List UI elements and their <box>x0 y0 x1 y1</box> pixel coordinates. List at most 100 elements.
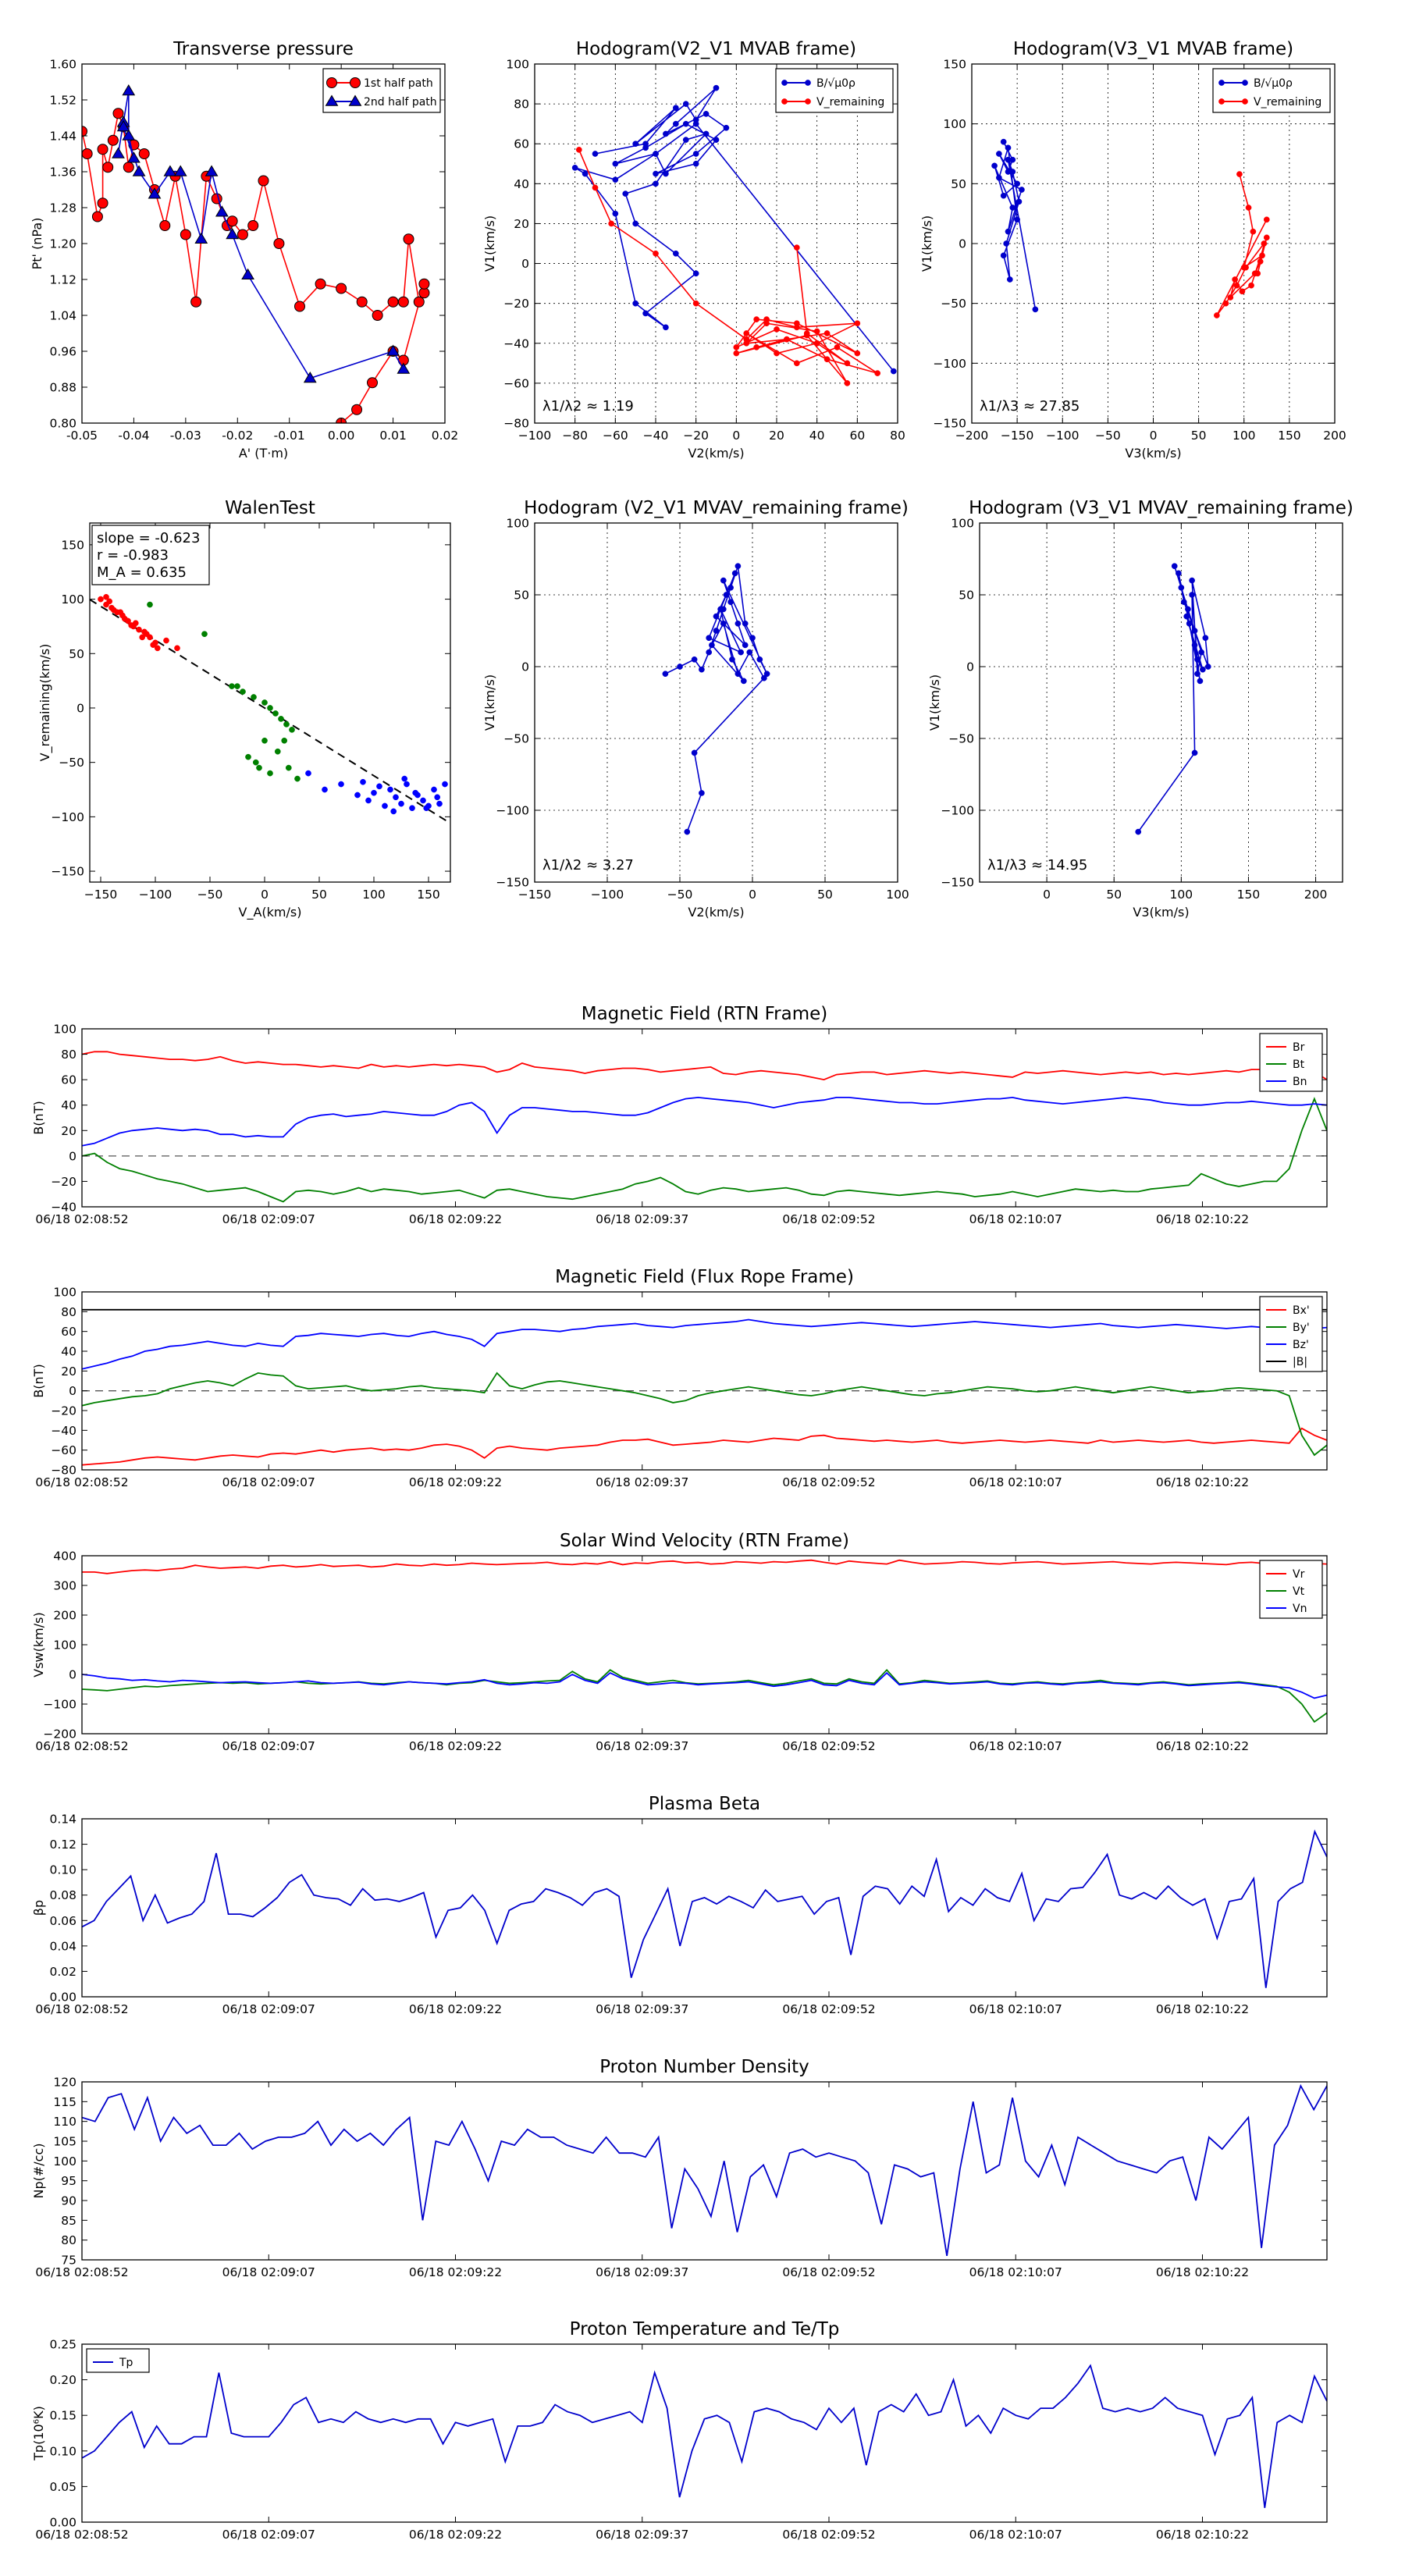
y-tick-label: 85 <box>61 2214 76 2228</box>
x-tick-label: −60 <box>603 429 628 443</box>
data-point <box>98 596 104 603</box>
x-tick-label: 06/18 02:09:07 <box>222 1475 315 1489</box>
y-tick-label: 0.80 <box>49 417 76 431</box>
data-point <box>107 134 119 146</box>
x-tick-label: 06/18 02:09:07 <box>222 1212 315 1226</box>
data-point <box>1214 312 1220 318</box>
data-point <box>1243 264 1249 271</box>
x-tick-label: −50 <box>1095 429 1121 443</box>
data-point <box>397 296 409 308</box>
series-walen-2 <box>305 770 448 815</box>
data-point <box>1191 628 1198 634</box>
data-point <box>423 805 430 812</box>
data-point <box>97 144 108 155</box>
data-point <box>653 170 659 177</box>
x-tick-label: 06/18 02:09:52 <box>782 2528 875 2542</box>
chart-title: Proton Temperature and Te/Tp <box>570 2319 840 2339</box>
y-tick-label: 90 <box>61 2194 76 2208</box>
data-point <box>136 626 142 633</box>
data-point <box>261 699 268 706</box>
data-point <box>738 649 744 656</box>
data-point <box>240 688 246 695</box>
data-point <box>740 678 747 685</box>
data-point <box>273 238 285 249</box>
x-tick-label: 06/18 02:09:07 <box>222 2002 315 2016</box>
x-tick-label: 06/18 02:08:52 <box>35 2002 128 2016</box>
data-point <box>632 220 639 227</box>
data-point <box>823 356 831 363</box>
legend-label: Bn <box>1293 1076 1307 1088</box>
y-tick-label: 150 <box>61 538 84 552</box>
data-point <box>713 613 720 620</box>
data-point <box>376 783 382 790</box>
x-axis-label: V_A(km/s) <box>239 905 302 920</box>
y-tick-label: −50 <box>59 756 84 770</box>
data-point <box>123 162 134 173</box>
y-tick-label: −100 <box>941 804 974 818</box>
data-point <box>662 671 669 678</box>
data-point <box>148 187 162 199</box>
y-tick-label: 100 <box>61 592 84 607</box>
data-point <box>338 781 344 788</box>
y-tick-label: 100 <box>506 58 529 72</box>
legend-label: V_remaining <box>816 96 884 109</box>
data-point <box>1171 563 1178 570</box>
data-point <box>727 584 734 591</box>
y-axis-label: V1(km/s) <box>927 674 942 731</box>
data-point <box>763 320 770 327</box>
x-axis-label: V2(km/s) <box>688 905 744 920</box>
y-tick-label: −150 <box>496 876 529 890</box>
y-tick-label: −50 <box>941 297 966 311</box>
legend-marker <box>1242 98 1248 105</box>
data-point <box>612 176 619 183</box>
x-tick-label: −20 <box>683 429 709 443</box>
legend: 1st half path 2nd half path <box>322 68 441 113</box>
data-point <box>642 310 649 317</box>
data-point <box>622 190 629 197</box>
x-tick-label: 200 <box>1323 429 1346 443</box>
data-point <box>420 797 426 804</box>
series-bfield_rtn-1 <box>82 1097 1327 1203</box>
y-tick-label: 1.52 <box>49 94 76 108</box>
data-point <box>413 296 425 308</box>
series-h3-0 <box>662 563 770 835</box>
data-point <box>991 162 998 169</box>
legend-box <box>1259 1560 1323 1619</box>
y-axis-label: Vsw(km/s) <box>31 1612 46 1677</box>
x-tick-label: −100 <box>139 888 173 902</box>
plot-area <box>82 1556 1327 1734</box>
data-point <box>1222 300 1229 307</box>
legend-marker <box>326 77 337 88</box>
data-point <box>1263 216 1270 223</box>
y-tick-label: 100 <box>506 517 529 531</box>
y-tick-label: 0 <box>521 660 529 674</box>
y-axis-label: V1(km/s) <box>482 674 497 731</box>
data-point <box>289 726 295 733</box>
y-tick-label: 100 <box>53 1286 76 1300</box>
data-point <box>409 805 415 812</box>
y-tick-label: 1.60 <box>49 58 76 72</box>
data-point <box>1191 642 1198 649</box>
data-point <box>272 710 279 717</box>
data-point <box>174 645 180 652</box>
axes-frame <box>81 1818 1328 1998</box>
legend-box <box>775 68 894 113</box>
series-line <box>82 1671 1327 1699</box>
data-point <box>699 666 705 673</box>
plot-marks <box>991 138 1270 318</box>
x-tick-label: 06/18 02:09:37 <box>596 2265 688 2279</box>
data-point <box>367 377 378 389</box>
y-tick-label: 100 <box>53 1638 76 1653</box>
data-point <box>1202 635 1209 642</box>
y-tick-label: 0.10 <box>49 2444 76 2458</box>
plot-marks <box>82 1829 1327 1988</box>
data-point <box>1191 749 1198 756</box>
legend: B/√μ0ρ V_remaining <box>775 68 894 113</box>
x-tick-label: -0.01 <box>274 429 305 443</box>
data-point <box>274 748 281 755</box>
data-point <box>663 130 669 137</box>
chart-tp: -0.05 -0.04 -0.03 -0.02 -0.01 0.00 0.01 0.02 0.8… <box>30 39 458 461</box>
legend: Tp <box>86 2348 150 2373</box>
data-point <box>612 210 619 217</box>
data-point <box>285 764 292 771</box>
